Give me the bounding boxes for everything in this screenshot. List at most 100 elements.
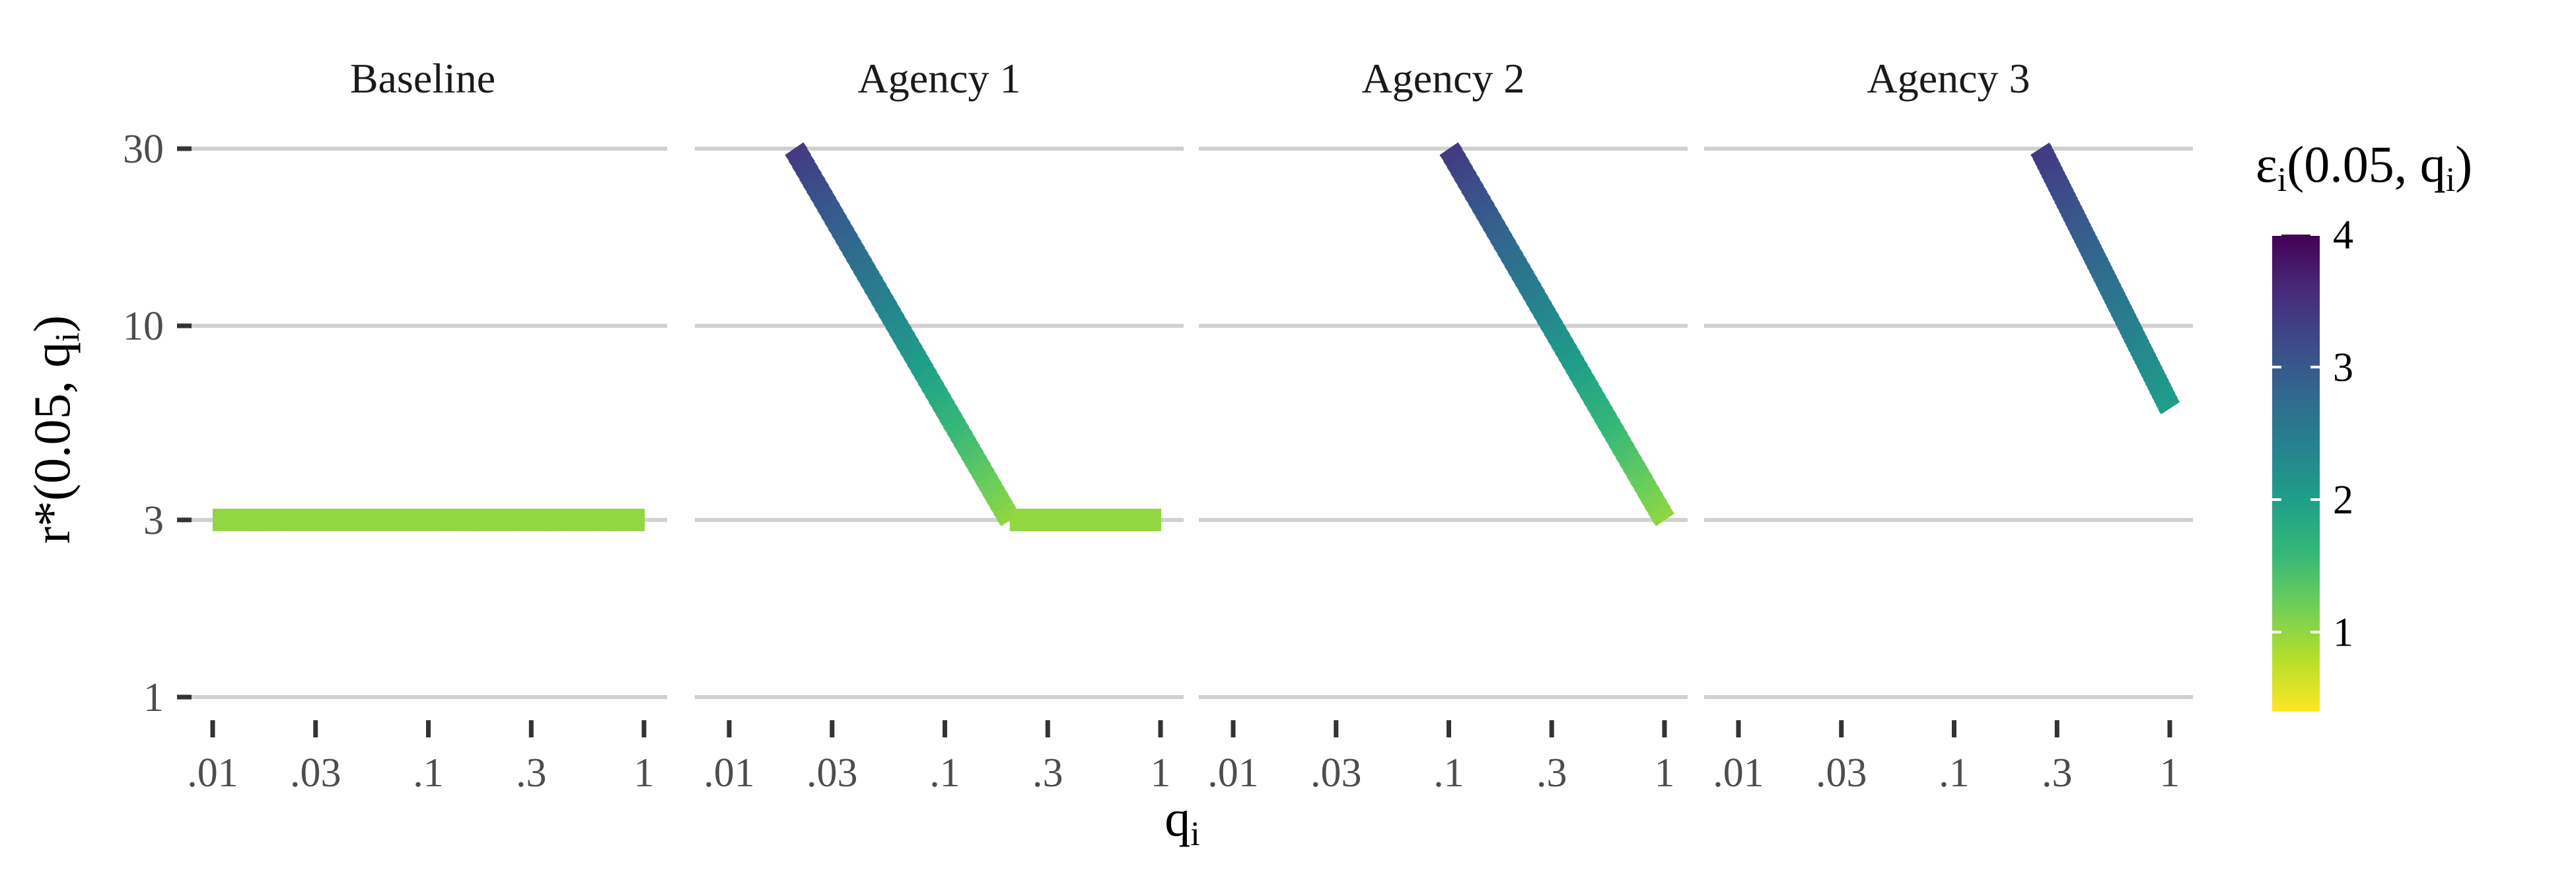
line-segment [1604, 427, 1628, 446]
line-segment [1461, 179, 1484, 199]
line-segment [947, 420, 970, 440]
line-segment [900, 340, 923, 359]
line-segment [917, 371, 941, 390]
line-segment [2091, 263, 2113, 281]
line-segment [2119, 320, 2141, 337]
line-segment [1511, 266, 1534, 285]
x-tick-label: .03 [1816, 751, 1867, 796]
line-segment [1504, 253, 1527, 273]
facet-title: Agency 1 [857, 55, 1020, 102]
line-segment [2058, 198, 2081, 215]
line-segment [986, 488, 1009, 508]
x-tick-label: .1 [929, 751, 960, 796]
line-segment [2067, 215, 2089, 233]
line-segment [2046, 172, 2067, 190]
facet-panel: Agency 2 .01 .03 .1 .3 1 [1199, 55, 1688, 796]
x-tick-label: .03 [290, 751, 341, 796]
line-segment [1507, 260, 1531, 279]
line-segment [2095, 272, 2118, 289]
line-segment [882, 309, 905, 328]
line-segment [1439, 142, 1462, 161]
line-segment [2032, 147, 2055, 164]
legend-tick-label: 1 [2333, 611, 2353, 655]
line-segment [2050, 181, 2072, 198]
line-segment [2114, 311, 2137, 328]
line-segment [2117, 315, 2139, 332]
line-segment [2063, 207, 2085, 225]
line-segment [932, 396, 955, 415]
x-tick-label: .1 [1433, 751, 1464, 796]
line-segment [960, 445, 984, 465]
y-axis-title: r*(0.05, qi) [23, 315, 87, 544]
line-segment [1597, 414, 1621, 434]
line-segment [914, 365, 937, 385]
line-segment [1616, 445, 1639, 465]
line-segment [1619, 451, 1643, 471]
line-segment [845, 247, 869, 267]
line-segment [2108, 298, 2130, 315]
line-segment [2149, 380, 2172, 397]
line-segment [1629, 470, 1653, 490]
line-segment [1536, 309, 1559, 328]
line-segment [889, 321, 912, 341]
line-segment [1626, 464, 1649, 483]
line-segment [997, 507, 1020, 527]
x-axis-title: qi [1164, 790, 1199, 853]
line-segment [2110, 302, 2133, 320]
x-tick-label: .03 [1310, 751, 1362, 796]
series-line [785, 142, 1020, 527]
legend-tick-label: 3 [2333, 346, 2353, 390]
line-segment [1551, 334, 1574, 353]
line-segment [849, 253, 873, 273]
line-segment [968, 457, 991, 477]
x-tick-label: 1 [2160, 751, 2180, 796]
line-segment [1558, 346, 1581, 366]
line-segment [2093, 268, 2115, 285]
line-segment [2136, 354, 2159, 371]
line-segment [1486, 223, 1509, 242]
line-segment [2075, 233, 2098, 250]
line-segment [806, 179, 830, 199]
line-segment [1579, 383, 1603, 403]
line-segment [1522, 284, 1546, 304]
line-segment [1443, 148, 1466, 168]
line-segment [2106, 293, 2128, 311]
line-segment [2158, 397, 2180, 415]
line-segment [2034, 151, 2057, 168]
facet-panel: Baseline .01 .03 .1 .3 1 [178, 55, 667, 796]
line-segment [2143, 367, 2165, 385]
line-segment [788, 148, 812, 168]
line-segment [838, 235, 862, 254]
line-segment [1547, 328, 1571, 347]
line-segment [1532, 303, 1556, 322]
line-segment [2141, 363, 2163, 380]
line-segment [1489, 229, 1513, 248]
line-segment [835, 229, 858, 248]
x-tick-label: .03 [806, 751, 858, 796]
x-tick-label: .3 [1536, 751, 1567, 796]
line-segment [939, 408, 962, 427]
line-segment [979, 476, 1002, 496]
line-segment [1515, 272, 1538, 291]
line-segment [860, 272, 884, 291]
line-segment [2121, 324, 2143, 341]
legend-colorbar [2272, 235, 2320, 712]
line-segment [2100, 281, 2122, 298]
line-segment [1572, 371, 1596, 390]
line-segment [799, 167, 822, 186]
line-segment [810, 185, 833, 205]
line-segment [1447, 155, 1470, 174]
line-segment [1497, 241, 1521, 260]
line-segment [2056, 194, 2079, 211]
facet-panel: Agency 3 .01 .03 .1 .3 1 [1704, 55, 2193, 796]
line-segment [824, 210, 847, 230]
series-line [2030, 142, 2180, 415]
line-segment [2030, 142, 2052, 159]
line-segment [1457, 173, 1481, 192]
line-segment [957, 439, 980, 459]
line-segment [842, 241, 865, 260]
x-tick-label: .1 [413, 751, 444, 796]
line-segment [2041, 164, 2063, 181]
line-segment [982, 482, 1006, 502]
